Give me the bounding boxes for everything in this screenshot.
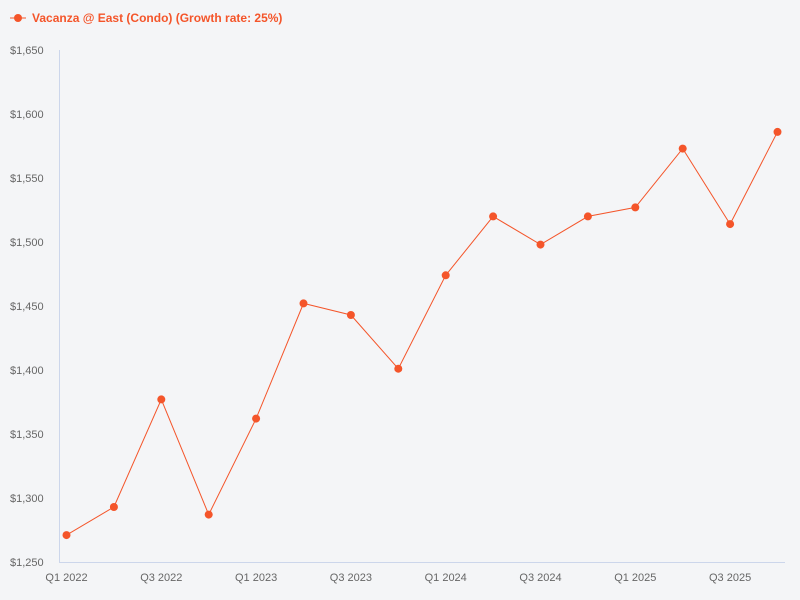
data-point[interactable] — [583, 212, 592, 221]
legend-label: Vacanza @ East (Condo) (Growth rate: 25%… — [32, 11, 283, 25]
x-tick-label: Q3 2023 — [330, 572, 372, 584]
data-point[interactable] — [62, 531, 71, 540]
y-tick-label: $1,250 — [10, 557, 44, 569]
data-point[interactable] — [299, 299, 308, 308]
y-axis-ticks: $1,250 $1,300 $1,350 $1,400 $1,450 $1,500 $1,5… — [10, 45, 44, 569]
data-point[interactable] — [631, 203, 640, 212]
y-tick-label: $1,600 — [10, 109, 44, 121]
series-line — [66, 131, 778, 536]
data-point[interactable] — [157, 395, 166, 404]
data-point[interactable] — [489, 212, 498, 221]
data-point[interactable] — [346, 311, 355, 319]
data-point[interactable] — [109, 503, 118, 511]
x-tick-label: Q3 2024 — [519, 572, 561, 584]
y-tick-label: $1,300 — [10, 493, 44, 505]
data-point[interactable] — [252, 414, 261, 423]
x-tick-label: Q1 2025 — [614, 572, 656, 584]
data-point[interactable] — [773, 127, 782, 136]
y-tick-label: $1,500 — [10, 237, 44, 249]
data-point[interactable] — [394, 364, 403, 373]
y-tick-label: $1,450 — [10, 301, 44, 313]
data-point[interactable] — [204, 510, 213, 519]
y-tick-label: $1,650 — [10, 45, 44, 57]
legend[interactable]: Vacanza @ East (Condo) (Growth rate: 25%… — [10, 8, 282, 28]
x-tick-label: Q1 2024 — [425, 572, 467, 584]
series-points — [62, 127, 782, 540]
data-point[interactable] — [678, 144, 687, 153]
y-tick-label: $1,550 — [10, 173, 44, 185]
y-tick-label: $1,350 — [10, 429, 44, 441]
x-axis-ticks: Q1 2022 Q3 2022 Q1 2023 Q3 2023 Q1 2024 Q3 20… — [45, 572, 751, 584]
x-tick-label: Q1 2022 — [45, 572, 87, 584]
x-tick-label: Q3 2022 — [140, 572, 182, 584]
data-point[interactable] — [536, 240, 545, 249]
legend-series-marker-icon — [10, 14, 26, 22]
x-tick-label: Q3 2025 — [709, 572, 751, 584]
data-point[interactable] — [441, 271, 450, 280]
x-tick-label: Q1 2023 — [235, 572, 277, 584]
y-tick-label: $1,400 — [10, 365, 44, 377]
data-point[interactable] — [726, 220, 735, 229]
